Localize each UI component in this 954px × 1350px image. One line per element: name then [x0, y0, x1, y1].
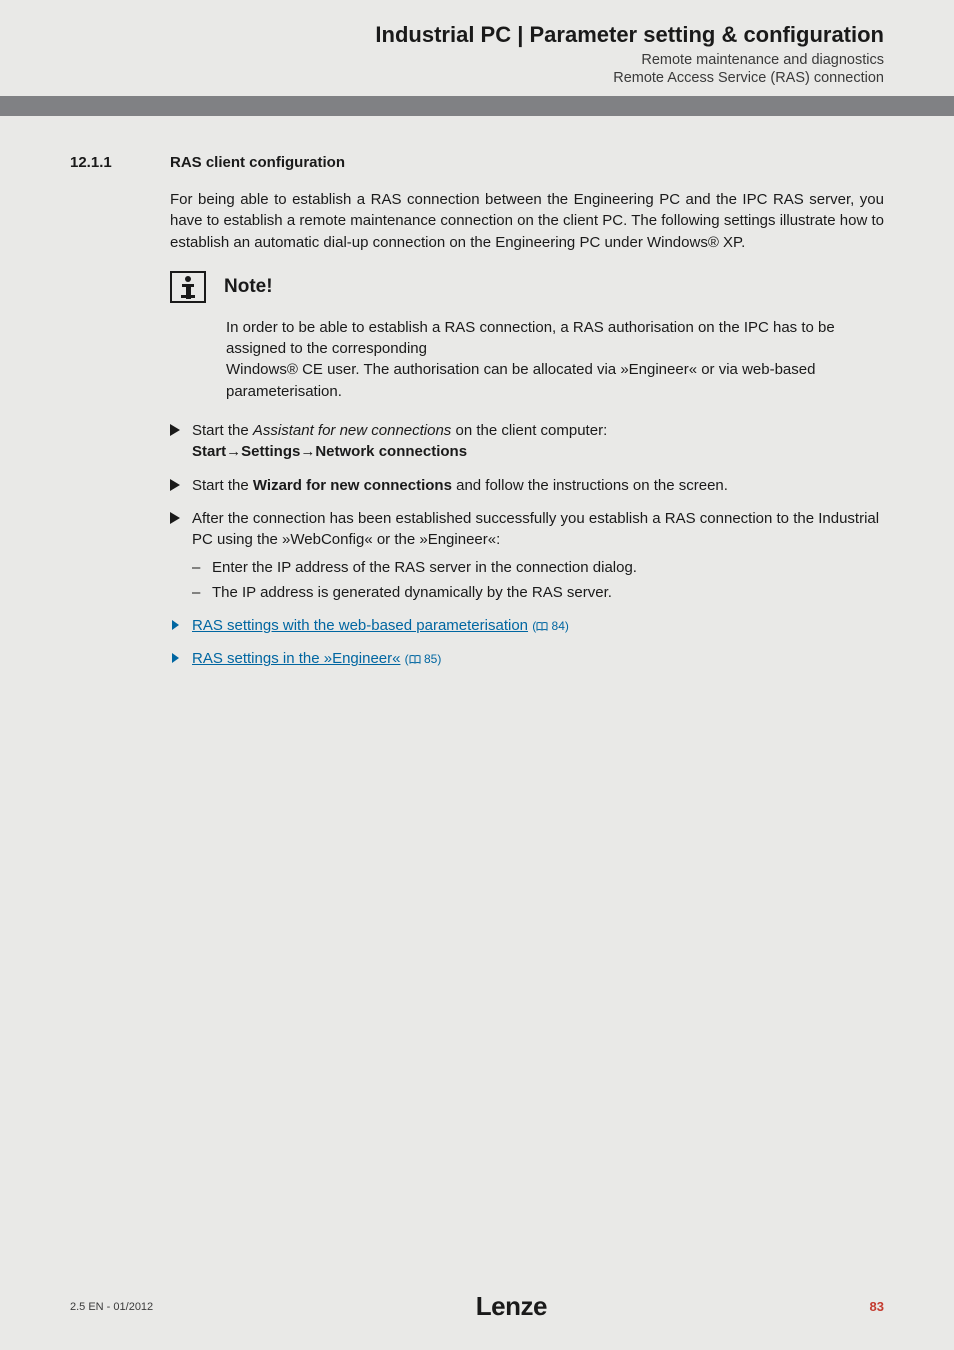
note-label: Note!	[224, 276, 273, 298]
link-bullet-2: RAS settings in the »Engineer« ( 85)	[170, 648, 884, 669]
b2c: and follow the instructions on the scree…	[452, 477, 728, 494]
section-title: RAS client configuration	[170, 154, 345, 171]
note-line1: In order to be able to establish a RAS c…	[226, 319, 835, 357]
note-line2: Windows® CE user. The authorisation can …	[226, 361, 815, 399]
header-block: Industrial PC | Parameter setting & conf…	[0, 0, 954, 86]
b3: After the connection has been establishe…	[192, 510, 879, 548]
body-block: For being able to establish a RAS connec…	[170, 189, 884, 670]
bullet-list: Start the Assistant for new connections …	[170, 420, 884, 670]
b2a: Start the	[192, 477, 253, 494]
bullet-3: After the connection has been establishe…	[170, 508, 884, 603]
note-body: In order to be able to establish a RAS c…	[226, 317, 884, 402]
b1d: Start→Settings→Network connections	[192, 443, 467, 460]
bullet-1: Start the Assistant for new connections …	[170, 420, 884, 463]
b1c: on the client computer:	[451, 422, 607, 439]
sub-list: Enter the IP address of the RAS server i…	[192, 557, 884, 604]
sub-1: Enter the IP address of the RAS server i…	[192, 557, 884, 578]
pageref-1: ( 84)	[532, 619, 569, 633]
intro-paragraph: For being able to establish a RAS connec…	[170, 189, 884, 253]
page-number: 83	[870, 1299, 884, 1314]
header-sub1: Remote maintenance and diagnostics	[0, 52, 884, 68]
footer-version: 2.5 EN - 01/2012	[70, 1301, 153, 1313]
note-header: Note!	[170, 271, 884, 303]
info-icon	[170, 271, 206, 303]
section-number: 12.1.1	[70, 154, 134, 171]
book-icon	[409, 655, 421, 664]
b1a: Start the	[192, 422, 253, 439]
sub-2: The IP address is generated dynamically …	[192, 582, 884, 603]
book-icon	[536, 622, 548, 631]
doc-title: Industrial PC | Parameter setting & conf…	[0, 22, 884, 48]
pageref-2: ( 85)	[405, 652, 442, 666]
pageref-1-num: 84)	[548, 619, 569, 633]
section-heading: 12.1.1 RAS client configuration	[70, 154, 884, 171]
header-divider-bar	[0, 96, 954, 116]
lenze-logo: Lenze	[476, 1291, 547, 1322]
link-ras-engineer[interactable]: RAS settings in the »Engineer«	[192, 650, 400, 667]
b2b: Wizard for new connections	[253, 477, 452, 494]
link-bullet-1: RAS settings with the web-based paramete…	[170, 615, 884, 636]
footer: 2.5 EN - 01/2012 Lenze 83	[0, 1291, 954, 1322]
bullet-2: Start the Wizard for new connections and…	[170, 475, 884, 496]
b1b: Assistant for new connections	[253, 422, 451, 439]
pageref-2-num: 85)	[421, 652, 442, 666]
header-sub2: Remote Access Service (RAS) connection	[0, 70, 884, 86]
link-ras-web[interactable]: RAS settings with the web-based paramete…	[192, 617, 528, 634]
content: 12.1.1 RAS client configuration For bein…	[0, 116, 954, 670]
